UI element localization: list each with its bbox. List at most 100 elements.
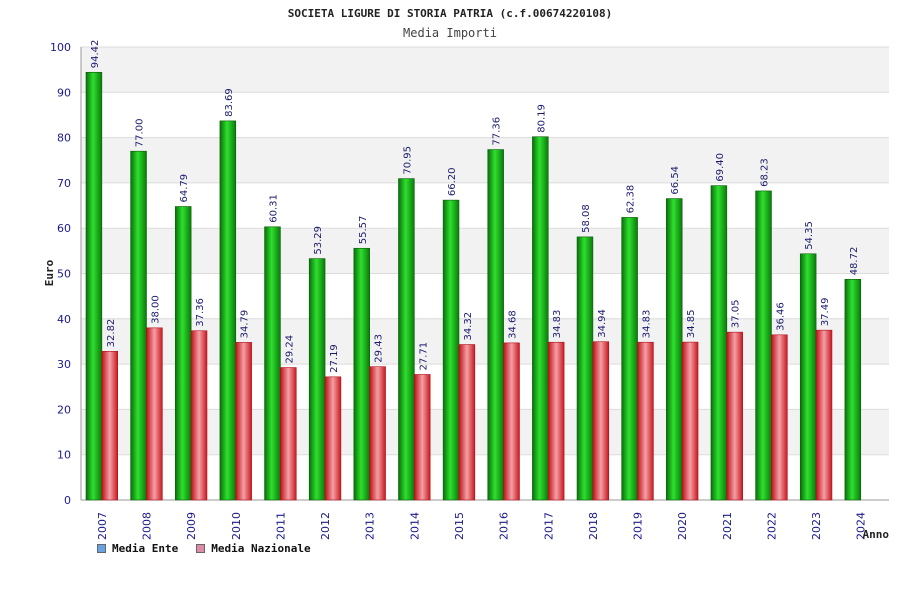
grid-band — [81, 409, 889, 455]
value-label: 77.36 — [492, 117, 503, 146]
bar-ente — [487, 149, 504, 501]
value-label: 70.95 — [402, 146, 413, 175]
value-label: 27.19 — [329, 344, 340, 373]
x-tick-label: 2008 — [140, 512, 153, 540]
y-tick-label: 80 — [57, 132, 71, 145]
bar-ente — [85, 71, 103, 501]
value-label: 34.83 — [641, 310, 652, 339]
value-label: 54.35 — [804, 221, 815, 250]
bar-ente — [264, 226, 281, 501]
value-label: 29.24 — [284, 335, 295, 364]
bar-ente — [532, 136, 549, 501]
bar-ente — [219, 120, 237, 501]
y-tick-label: 30 — [57, 358, 71, 371]
value-label: 66.54 — [670, 166, 681, 195]
value-label: 34.68 — [508, 310, 519, 339]
legend-item-nazionale: Media Nazionale — [196, 542, 311, 555]
bar-ente — [755, 190, 772, 501]
grid-band — [81, 364, 889, 410]
bar-nazionale — [458, 344, 476, 501]
value-label: 64.79 — [179, 174, 190, 203]
value-label: 32.82 — [106, 319, 117, 348]
bar-ente — [130, 150, 147, 501]
bar-nazionale — [369, 366, 386, 501]
value-label: 94.42 — [90, 40, 101, 69]
y-axis-title: Euro — [43, 259, 56, 286]
bar-nazionale — [503, 342, 520, 501]
value-label: 53.29 — [313, 226, 324, 255]
bar-nazionale — [101, 351, 118, 501]
value-label: 66.20 — [447, 167, 458, 196]
bar-nazionale — [547, 341, 565, 501]
legend-swatch-ente — [97, 544, 106, 553]
value-label: 60.31 — [268, 194, 279, 223]
bars: 94.42 32.82 77.00 38.00 64.79 37.36 83.69 34.79… — [85, 40, 862, 501]
bar-ente — [844, 278, 862, 501]
grid-band — [81, 137, 889, 183]
y-tick-label: 10 — [57, 449, 71, 462]
value-label: 62.38 — [626, 185, 637, 214]
y-tick-label: 60 — [57, 222, 71, 235]
value-label: 34.79 — [240, 310, 251, 339]
x-tick-label: 2015 — [453, 512, 466, 540]
bar-ente — [174, 206, 192, 501]
x-axis-title: Anno — [863, 528, 890, 541]
x-tick-label: 2019 — [632, 512, 645, 540]
value-label: 34.83 — [552, 310, 563, 339]
bar-ente — [799, 253, 817, 501]
value-label: 36.46 — [775, 302, 786, 331]
chart-subtitle: Media Importi — [403, 26, 497, 40]
value-label: 34.32 — [463, 312, 474, 341]
y-tick-label: 20 — [57, 403, 71, 416]
legend: Media Ente Media Nazionale — [97, 542, 311, 555]
value-label: 77.00 — [135, 119, 146, 148]
value-label: 34.94 — [597, 309, 608, 338]
grid-band — [81, 273, 889, 319]
legend-item-ente: Media Ente — [97, 542, 178, 555]
bar-nazionale — [771, 334, 788, 501]
value-label: 83.69 — [224, 88, 235, 117]
y-tick-label: 40 — [57, 313, 71, 326]
bar-ente — [710, 185, 728, 501]
value-label: 27.71 — [418, 342, 429, 371]
grid-band — [81, 182, 889, 229]
y-tick-label: 70 — [57, 177, 71, 190]
x-tick-label: 2014 — [408, 512, 421, 540]
x-tick-label: 2024 — [855, 512, 868, 540]
bar-nazionale — [815, 329, 833, 501]
grid-bands — [80, 46, 889, 501]
bar-ente — [576, 236, 594, 501]
value-label: 37.36 — [195, 298, 206, 327]
x-tick-label: 2007 — [96, 512, 109, 540]
value-label: 48.72 — [849, 247, 860, 276]
bar-ente — [353, 247, 370, 501]
value-label: 37.05 — [731, 300, 742, 329]
x-tick-label: 2013 — [364, 512, 377, 540]
bar-ente — [666, 198, 683, 501]
value-label: 55.57 — [358, 216, 369, 245]
grid-band — [81, 92, 889, 138]
value-label: 37.49 — [820, 298, 831, 327]
bar-nazionale — [190, 330, 208, 501]
bar-nazionale — [235, 342, 252, 501]
grid-band — [81, 47, 889, 93]
grid-band — [81, 454, 889, 500]
bar-ente — [398, 178, 415, 501]
bar-nazionale — [324, 376, 342, 501]
x-tick-label: 2017 — [542, 512, 555, 540]
chart-title: SOCIETA LIGURE DI STORIA PATRIA (c.f.006… — [288, 7, 613, 20]
value-label: 29.43 — [374, 334, 385, 363]
x-tick-label: 2016 — [498, 512, 511, 540]
grid-band — [81, 318, 889, 365]
y-axis-ticks: 0 10 20 30 40 50 60 70 80 90 100 — [50, 41, 71, 507]
x-tick-label: 2023 — [810, 512, 823, 540]
bar-nazionale — [414, 374, 431, 501]
value-label: 38.00 — [150, 295, 161, 324]
x-tick-label: 2022 — [765, 512, 778, 540]
legend-label-ente: Media Ente — [112, 542, 179, 555]
x-tick-label: 2018 — [587, 512, 600, 540]
value-label: 34.85 — [686, 309, 697, 338]
y-tick-label: 100 — [50, 41, 71, 54]
bar-nazionale — [726, 331, 743, 501]
x-tick-label: 2020 — [676, 512, 689, 540]
